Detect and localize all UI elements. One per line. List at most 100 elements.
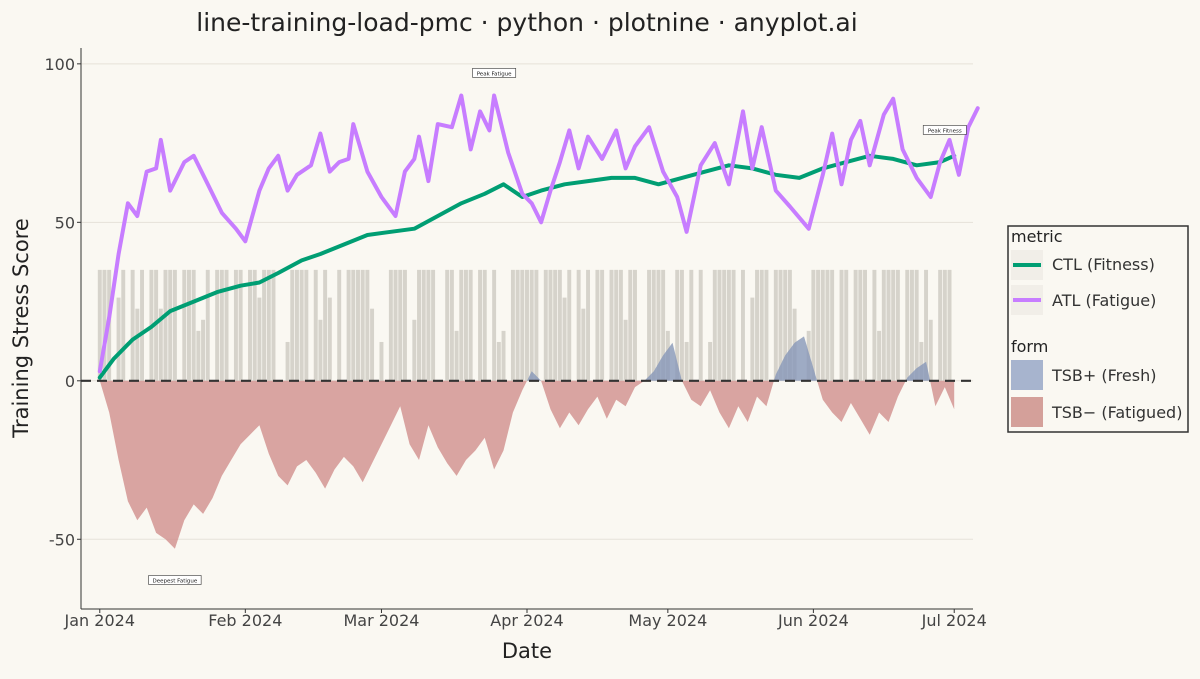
tss-bar [698, 269, 703, 381]
chart-title: line-training-load-pmc · python · plotni… [196, 8, 857, 37]
annotations: Peak Fatigue Peak Fitness Deepest Fatigue [148, 68, 967, 585]
tss-bar [191, 269, 196, 381]
annotation-box [472, 68, 517, 78]
tss-bar [163, 269, 168, 381]
tss-bar [323, 269, 328, 381]
tss-bar [872, 269, 877, 381]
tss-bar [102, 269, 107, 381]
tss-bar [609, 269, 614, 381]
tss-bar [825, 269, 830, 381]
legend-title-metric: metric [1011, 227, 1063, 246]
tss-bar [938, 269, 943, 381]
annotation-label: Deepest Fatigue [153, 578, 198, 584]
annotation-label: Peak Fitness [928, 128, 962, 134]
tss-bar [722, 269, 727, 381]
tss-bar [327, 297, 332, 381]
tss-bar [252, 269, 257, 381]
tss-bar [586, 269, 591, 381]
tss-bar [431, 269, 436, 381]
tss-bar [529, 269, 534, 381]
tss-bar [853, 269, 858, 381]
tss-bar [219, 269, 224, 381]
tss-bar [398, 269, 403, 381]
tss-bar [712, 269, 717, 381]
annotation-label: Peak Fatigue [477, 71, 512, 77]
tss-bar [379, 341, 384, 381]
tss-bar [731, 269, 736, 381]
tss-bar [168, 269, 173, 381]
tss-bar [562, 297, 567, 381]
tss-bar [759, 269, 764, 381]
x-tick-label: Feb 2024 [208, 611, 282, 630]
y-ticks: 100 50 0 -50 [44, 55, 81, 549]
tss-bar [215, 269, 220, 381]
series-lines [97, 93, 980, 380]
legend-label-fatigued: TSB− (Fatigued) [1051, 403, 1182, 422]
tsb-fatigued-area [99, 380, 955, 549]
tss-bar [947, 269, 952, 381]
tss-bar [196, 330, 201, 381]
tss-bar [299, 269, 304, 381]
tss-bar [205, 269, 210, 381]
legend-label-atl: ATL (Fatigue) [1052, 291, 1156, 310]
ctl-line [97, 153, 957, 380]
tss-bar [661, 269, 666, 381]
tss-bar [262, 269, 267, 381]
tss-bar [675, 269, 680, 381]
tss-bar [248, 269, 252, 381]
tss-bar [201, 319, 206, 381]
tss-bar [449, 269, 454, 381]
tss-bar [820, 269, 825, 381]
tss-bar [679, 269, 684, 381]
legend-key-fresh [1011, 360, 1043, 390]
tss-bar [924, 269, 929, 381]
tss-bar [914, 269, 919, 381]
tss-bar [830, 269, 835, 381]
tss-bar [708, 341, 713, 381]
tss-bar [600, 269, 605, 381]
tss-bar [294, 269, 299, 381]
tss-bar [928, 319, 933, 381]
tss-bar [740, 269, 745, 381]
tss-bar [787, 269, 792, 381]
x-tick-label: Jun 2024 [777, 611, 849, 630]
tss-bar [520, 269, 525, 381]
tss-bar [121, 269, 126, 381]
tss-bar [233, 269, 238, 381]
tss-bar [492, 269, 497, 381]
tss-bar [224, 269, 229, 381]
tss-bar [172, 269, 177, 381]
tss-bar [271, 269, 276, 381]
annotation: Deepest Fatigue [148, 575, 202, 585]
tss-bar [501, 330, 506, 381]
tss-bar [553, 269, 558, 381]
legend-title-form: form [1011, 337, 1048, 356]
legend: metric CTL (Fitness) ATL (Fatigue) form … [1007, 225, 1189, 433]
tss-bar [773, 269, 778, 381]
tss-bar [942, 269, 947, 381]
tss-bar [881, 269, 886, 381]
tss-bar [905, 269, 910, 381]
tss-bar [844, 269, 849, 381]
tss-bar [97, 269, 102, 381]
x-tick-label: May 2024 [628, 611, 707, 630]
y-tick-label: 100 [44, 55, 75, 74]
tss-bar [778, 269, 783, 381]
tss-bar [351, 269, 356, 381]
tss-bar [346, 269, 351, 381]
tss-bar [496, 341, 501, 381]
tss-bar [689, 269, 694, 381]
annotation-box [922, 125, 967, 135]
tss-bar [445, 269, 450, 381]
legend-key-fatigued [1011, 397, 1043, 427]
tss-bar [576, 269, 581, 381]
tss-bar [557, 269, 562, 381]
tss-bar [182, 269, 187, 381]
tss-bar [839, 269, 844, 381]
tss-bar [421, 269, 426, 381]
tss-bar [140, 269, 145, 381]
tss-bar [877, 330, 882, 381]
annotation-box [148, 575, 202, 585]
tss-bar [623, 319, 628, 381]
